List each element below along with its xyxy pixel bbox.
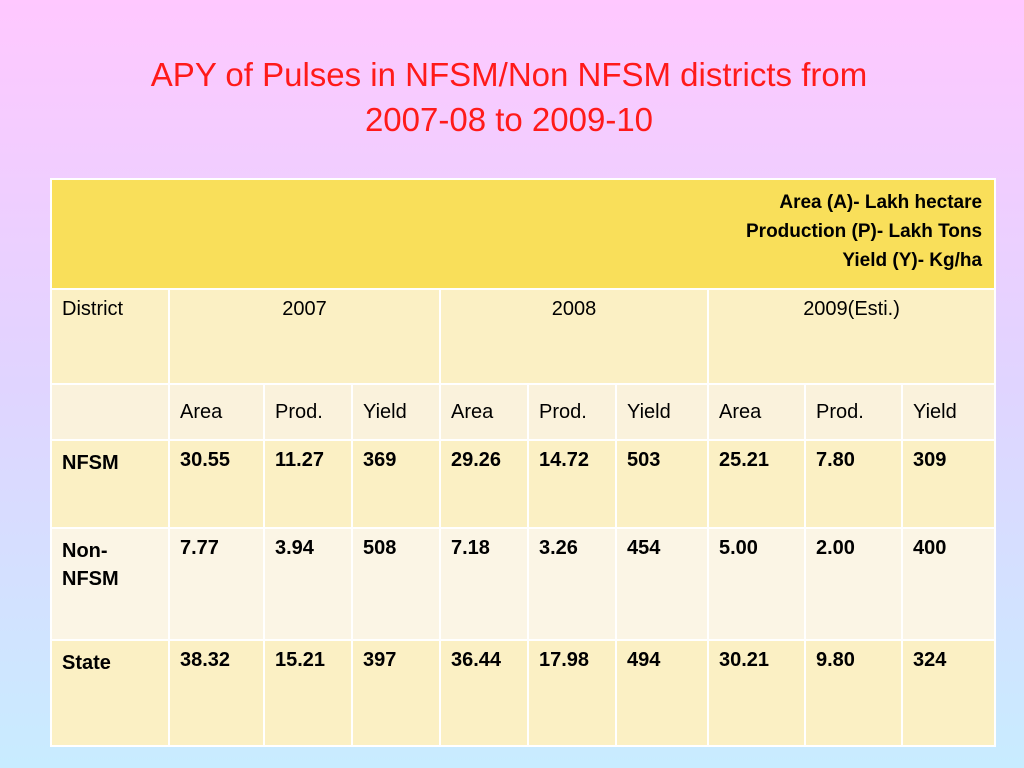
year-header-row: District 2007 2008 2009(Esti.)	[50, 288, 997, 385]
data-cell: 38.32	[168, 639, 265, 747]
district-header: District	[50, 288, 170, 385]
district-label: Non-NFSM	[50, 527, 170, 641]
district-label: NFSM	[50, 439, 170, 529]
subheader-cell: Area	[168, 383, 265, 441]
data-cell: 309	[900, 439, 997, 529]
data-cell: 30.21	[707, 639, 806, 747]
subheader-row: Area Prod. Yield Area Prod. Yield Area P…	[50, 383, 997, 441]
data-cell: 17.98	[527, 639, 617, 747]
slide-title: APY of Pulses in NFSM/Non NFSM districts…	[0, 52, 1018, 142]
data-cell: 7.18	[439, 527, 529, 641]
units-cell: Area (A)- Lakh hectare Production (P)- L…	[49, 178, 997, 290]
data-cell: 9.80	[804, 639, 903, 747]
data-cell: 7.80	[804, 439, 903, 529]
unit-production: Production (P)- Lakh Tons	[746, 221, 983, 242]
data-cell: 454	[615, 527, 709, 641]
data-cell: 397	[351, 639, 441, 747]
year-header-2007: 2007	[168, 288, 441, 385]
table-row-state: State 38.32 15.21 397 36.44 17.98 494 30…	[50, 639, 997, 747]
units-row: Area (A)- Lakh hectare Production (P)- L…	[49, 178, 997, 290]
unit-yield: Yield (Y)- Kg/ha	[842, 250, 983, 271]
data-cell: 7.77	[168, 527, 265, 641]
apy-table: Area (A)- Lakh hectare Production (P)- L…	[49, 178, 997, 747]
subheader-cell: Prod.	[263, 383, 353, 441]
data-cell: 30.55	[168, 439, 265, 529]
data-cell: 14.72	[527, 439, 617, 529]
data-cell: 494	[615, 639, 709, 747]
data-cell: 400	[900, 527, 997, 641]
unit-area: Area (A)- Lakh hectare	[779, 192, 983, 213]
data-cell: 36.44	[439, 639, 529, 747]
subheader-cell: Area	[439, 383, 529, 441]
data-cell: 369	[351, 439, 441, 529]
title-line-2: 2007-08 to 2009-10	[364, 101, 654, 138]
year-header-2009: 2009(Esti.)	[706, 288, 997, 385]
data-cell: 29.26	[439, 439, 529, 529]
data-cell: 11.27	[263, 439, 353, 529]
year-header-2008: 2008	[439, 288, 709, 385]
subheader-cell: Prod.	[804, 383, 903, 441]
district-label: State	[50, 639, 170, 747]
data-cell: 15.21	[263, 639, 353, 747]
subheader-cell: Yield	[900, 383, 997, 441]
subheader-cell: Area	[707, 383, 806, 441]
subheader-cell: Yield	[615, 383, 709, 441]
data-cell: 2.00	[804, 527, 903, 641]
table-row-non-nfsm: Non-NFSM 7.77 3.94 508 7.18 3.26 454 5.0…	[50, 527, 997, 641]
subheader-blank	[50, 383, 170, 441]
data-cell: 3.94	[263, 527, 353, 641]
subheader-cell: Yield	[351, 383, 441, 441]
data-cell: 25.21	[707, 439, 806, 529]
table-row-nfsm: NFSM 30.55 11.27 369 29.26 14.72 503 25.…	[50, 439, 997, 529]
subheader-cell: Prod.	[527, 383, 617, 441]
data-cell: 5.00	[707, 527, 806, 641]
data-cell: 503	[615, 439, 709, 529]
data-cell: 3.26	[527, 527, 617, 641]
title-line-1: APY of Pulses in NFSM/Non NFSM districts…	[150, 56, 868, 93]
data-cell: 508	[351, 527, 441, 641]
data-cell: 324	[900, 639, 997, 747]
